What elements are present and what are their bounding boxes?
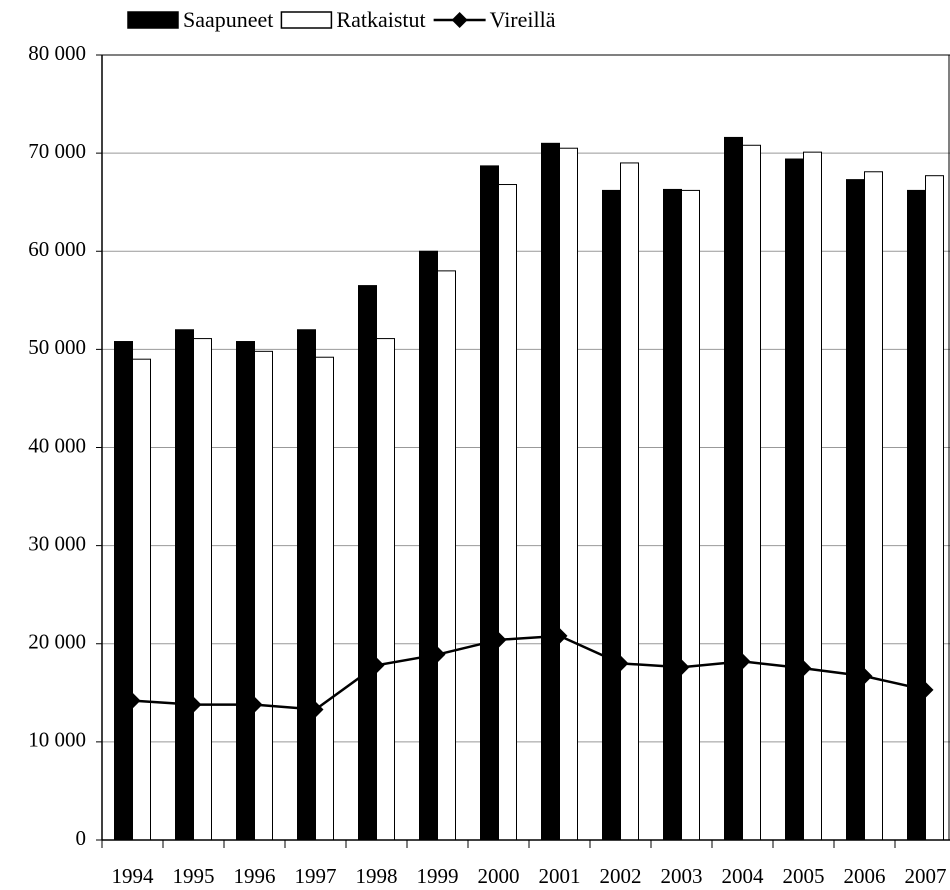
line-marker xyxy=(490,631,507,648)
bar xyxy=(193,338,212,841)
bar xyxy=(498,184,517,841)
x-tick-label: 1994 xyxy=(112,864,155,888)
bar xyxy=(175,329,194,841)
bar xyxy=(602,189,621,841)
line-marker xyxy=(368,657,385,674)
x-tick-label: 1999 xyxy=(417,864,459,888)
legend-label: Saapuneet xyxy=(183,7,273,32)
y-tick-label: 80 000 xyxy=(28,41,86,65)
legend-swatch xyxy=(280,11,333,29)
bar xyxy=(114,341,133,841)
bar xyxy=(315,356,334,841)
y-tick-label: 40 000 xyxy=(28,433,86,457)
y-tick-label: 10 000 xyxy=(28,728,86,752)
bar xyxy=(437,270,456,841)
y-tick-label: 30 000 xyxy=(28,531,86,555)
legend-swatch xyxy=(127,11,179,29)
x-tick-label: 2007 xyxy=(905,864,947,888)
line-series xyxy=(132,634,926,711)
line-marker xyxy=(307,701,324,718)
y-tick-label: 60 000 xyxy=(28,237,86,261)
x-tick-label: 1995 xyxy=(173,864,215,888)
line-marker xyxy=(795,660,812,677)
line-marker xyxy=(917,681,934,698)
bar xyxy=(376,338,395,841)
line-marker xyxy=(429,646,446,663)
bar xyxy=(236,341,255,841)
bar xyxy=(480,165,499,841)
bar xyxy=(419,250,438,841)
bar xyxy=(724,136,743,841)
bar xyxy=(785,158,804,841)
line-marker xyxy=(551,627,568,644)
line-marker xyxy=(246,696,263,713)
bar xyxy=(846,179,865,841)
x-tick-label: 1998 xyxy=(356,864,398,888)
bar xyxy=(541,142,560,841)
line-marker xyxy=(673,659,690,676)
x-tick-label: 2005 xyxy=(783,864,825,888)
bar xyxy=(620,162,639,841)
bar xyxy=(925,175,944,841)
y-tick-label: 0 xyxy=(76,826,87,850)
x-tick-label: 2000 xyxy=(478,864,520,888)
legend-marker xyxy=(451,12,468,28)
x-tick-label: 2003 xyxy=(661,864,703,888)
x-tick-label: 1996 xyxy=(234,864,276,888)
line-marker xyxy=(734,653,751,670)
bar xyxy=(803,151,822,841)
x-tick-label: 2004 xyxy=(722,864,765,888)
bar xyxy=(254,350,273,841)
x-tick-label: 2001 xyxy=(539,864,581,888)
line-marker xyxy=(856,668,873,685)
y-tick-label: 70 000 xyxy=(28,139,86,163)
bar xyxy=(132,358,151,841)
legend-label: Vireillä xyxy=(490,7,556,32)
bar xyxy=(864,171,883,841)
y-tick-label: 20 000 xyxy=(28,630,86,654)
x-tick-label: 1997 xyxy=(295,864,337,888)
x-tick-label: 2006 xyxy=(844,864,886,888)
bar xyxy=(559,147,578,841)
bar xyxy=(742,144,761,841)
line-marker xyxy=(124,692,141,709)
bar xyxy=(907,189,926,841)
bar xyxy=(358,285,377,841)
bar xyxy=(681,189,700,841)
line-marker xyxy=(185,696,202,713)
x-tick-label: 2002 xyxy=(600,864,642,888)
bar xyxy=(297,329,316,841)
bar xyxy=(663,188,682,841)
line-marker xyxy=(612,655,629,672)
legend-label: Ratkaistut xyxy=(336,7,425,32)
y-tick-label: 50 000 xyxy=(28,335,86,359)
